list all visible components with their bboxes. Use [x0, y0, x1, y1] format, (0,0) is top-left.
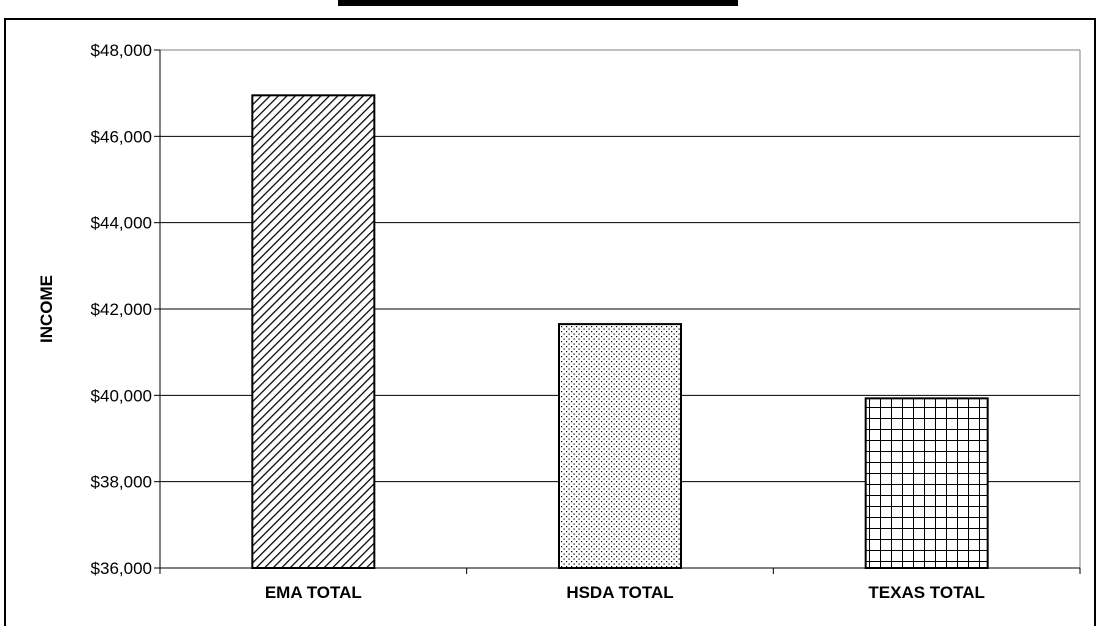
y-tick-label: $36,000 — [91, 559, 152, 578]
y-tick-label: $38,000 — [91, 473, 152, 492]
y-axis-title: INCOME — [37, 275, 56, 343]
y-tick-label: $42,000 — [91, 300, 152, 319]
x-tick-label: EMA TOTAL — [265, 583, 362, 602]
frame-top-border — [4, 18, 1096, 20]
bar-texas-total — [864, 397, 989, 570]
bar-ema-total — [251, 94, 376, 569]
y-tick-label: $46,000 — [91, 127, 152, 146]
y-tick-label: $40,000 — [91, 386, 152, 405]
x-tick-label: HSDA TOTAL — [566, 583, 673, 602]
bar-hsda-total — [558, 323, 682, 569]
frame-right-border — [1094, 18, 1096, 626]
y-tick-label: $44,000 — [91, 214, 152, 233]
y-tick-label: $48,000 — [91, 41, 152, 60]
labels: $36,000 $38,000 $40,000 $42,000 $44,000 $46,0… — [37, 41, 985, 602]
bars — [251, 94, 989, 570]
frame-left-border — [4, 18, 6, 626]
x-tick-label: TEXAS TOTAL — [868, 583, 985, 602]
title-bar — [338, 0, 738, 6]
